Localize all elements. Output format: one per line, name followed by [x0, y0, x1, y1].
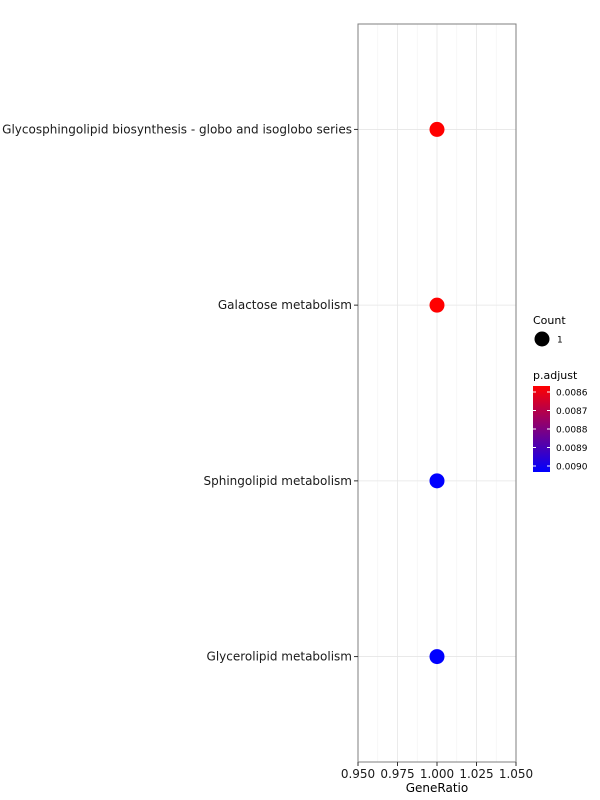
y-tick-label: Glycosphingolipid biosynthesis - globo a… — [2, 122, 352, 136]
colorbar-tick-label: 0.0087 — [556, 407, 588, 417]
p-adjust-legend-title: p.adjust — [533, 369, 578, 382]
data-point — [429, 121, 445, 137]
x-tick-label: 0.950 — [341, 767, 375, 781]
colorbar-tick-label: 0.0088 — [556, 426, 588, 436]
count-legend-key — [534, 331, 550, 347]
colorbar-tick-label: 0.0090 — [556, 463, 588, 473]
count-legend-label: 1 — [557, 336, 563, 346]
x-tick-label: 1.025 — [459, 767, 493, 781]
x-axis: 0.950 0.975 1.000 1.025 1.050 — [341, 762, 533, 781]
p-adjust-colorbar — [533, 386, 550, 472]
data-point — [429, 649, 445, 665]
x-tick-label: 1.000 — [420, 767, 454, 781]
colorbar-tick-label: 0.0089 — [556, 444, 588, 454]
data-points — [429, 121, 445, 665]
data-point — [429, 297, 445, 313]
count-legend-title: Count — [533, 314, 566, 327]
y-tick-label: Galactose metabolism — [218, 298, 352, 312]
x-tick-label: 1.050 — [499, 767, 533, 781]
y-axis: Glycosphingolipid biosynthesis - globo a… — [2, 122, 358, 664]
count-legend-items: 1 — [534, 331, 563, 347]
colorbar-tick-label: 0.0086 — [556, 389, 588, 399]
data-point — [429, 473, 445, 489]
x-axis-title: GeneRatio — [406, 781, 468, 795]
legend: Count 1 p.adjust 0.00860.00870.00880.008… — [533, 314, 588, 473]
x-tick-label: 0.975 — [380, 767, 414, 781]
y-tick-label: Sphingolipid metabolism — [204, 474, 353, 488]
y-tick-label: Glycerolipid metabolism — [207, 650, 352, 664]
p-adjust-colorbar-ticks: 0.0086 0.0087 0.0088 0.0089 0.0090 — [533, 389, 588, 473]
